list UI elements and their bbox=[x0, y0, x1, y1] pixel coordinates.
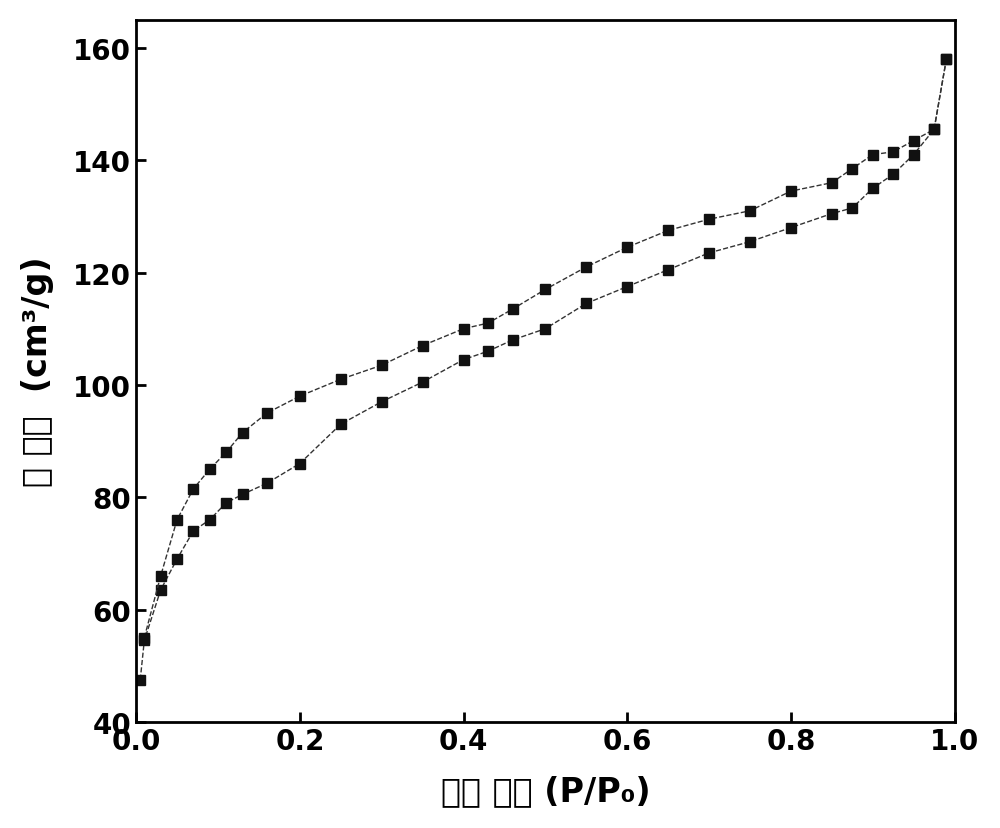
X-axis label: 相对 压力 (P/P₀): 相对 压力 (P/P₀) bbox=[441, 774, 650, 807]
Y-axis label: 孔 体积  (cm³/g): 孔 体积 (cm³/g) bbox=[21, 256, 54, 487]
